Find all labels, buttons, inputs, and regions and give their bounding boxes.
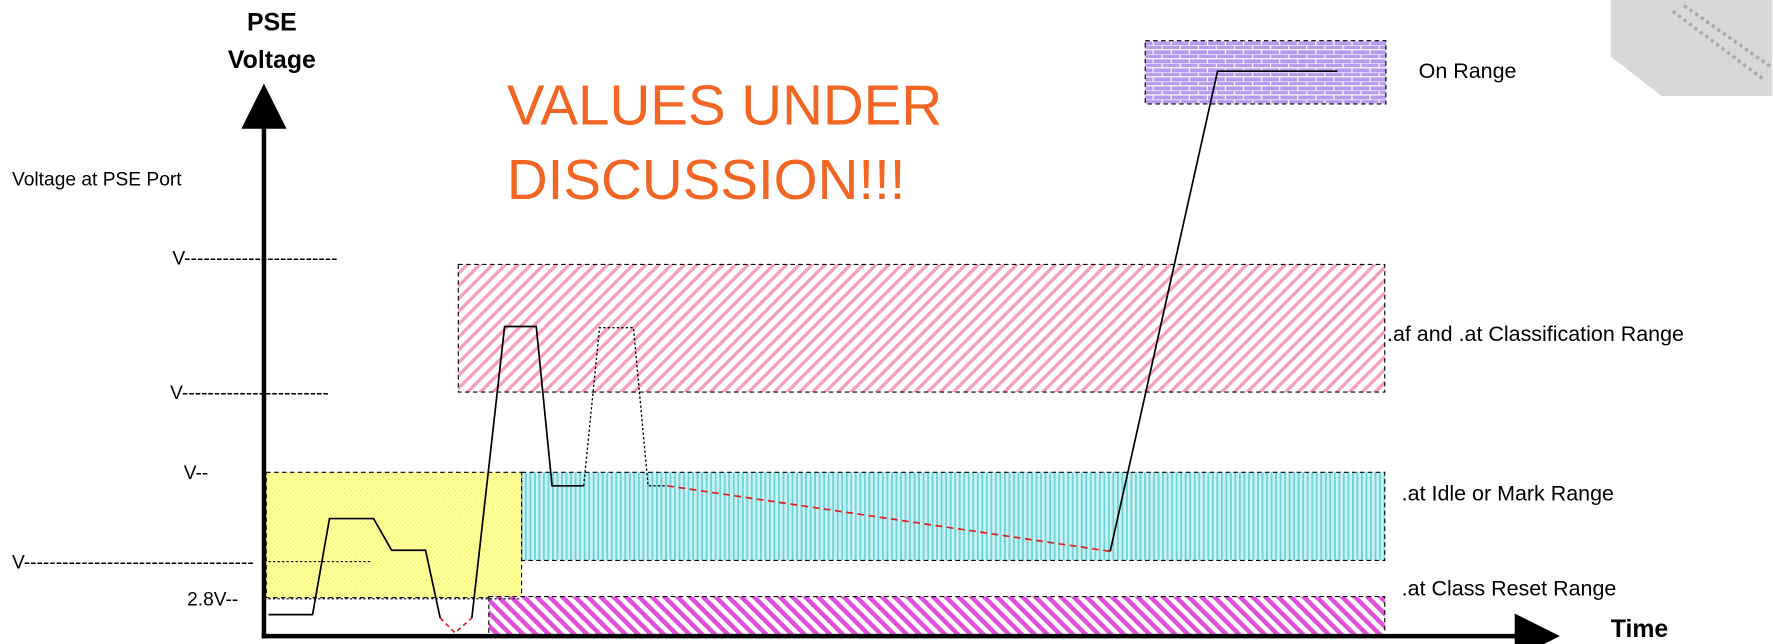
annotation: DISCUSSION!!! bbox=[507, 148, 906, 211]
range-label: On Range bbox=[1419, 59, 1517, 83]
x-title: Time bbox=[1611, 616, 1669, 643]
range-label: .at Idle or Mark Range bbox=[1402, 482, 1614, 506]
y-subtitle: Voltage at PSE Port bbox=[12, 169, 182, 190]
range-label: .af and .at Classification Range bbox=[1387, 322, 1684, 346]
annotation: VALUES UNDER bbox=[507, 73, 942, 136]
classification-range bbox=[458, 264, 1384, 392]
level-label: V------------------------ bbox=[172, 248, 337, 269]
level-label: V-- bbox=[184, 463, 209, 484]
level-label: V----------------------- bbox=[170, 383, 329, 404]
diagram: PSE Voltage Voltage at PSE Port Time VAL… bbox=[0, 0, 1773, 644]
detection-range bbox=[266, 472, 521, 597]
range-label: .at Class Reset Range bbox=[1402, 576, 1617, 600]
class-reset-range bbox=[489, 597, 1385, 637]
on-range bbox=[1145, 41, 1386, 104]
y-title: Voltage bbox=[228, 47, 316, 74]
chip-image bbox=[1611, 0, 1773, 96]
waveform-dip bbox=[440, 618, 472, 633]
y-title: PSE bbox=[247, 10, 297, 37]
level-label: 2.8V-- bbox=[187, 590, 238, 611]
level-label: V------------------------------------ bbox=[12, 552, 254, 573]
page: PSE Voltage Voltage at PSE Port Time VAL… bbox=[0, 0, 1773, 644]
